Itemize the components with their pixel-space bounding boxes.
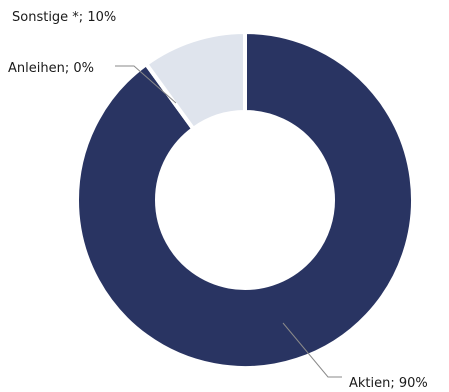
slice-aktien [75,30,415,370]
data-label-aktien: Aktien; 90% [349,376,428,391]
data-label-sonstige: Sonstige *; 10% [12,10,116,25]
leader-line-anleihen [115,65,177,104]
data-label-anleihen: Anleihen; 0% [8,61,94,76]
slice-sonstige [144,30,247,131]
leader-lines-group [115,65,342,378]
leader-line-aktien [282,322,342,378]
slices-group [75,30,415,370]
